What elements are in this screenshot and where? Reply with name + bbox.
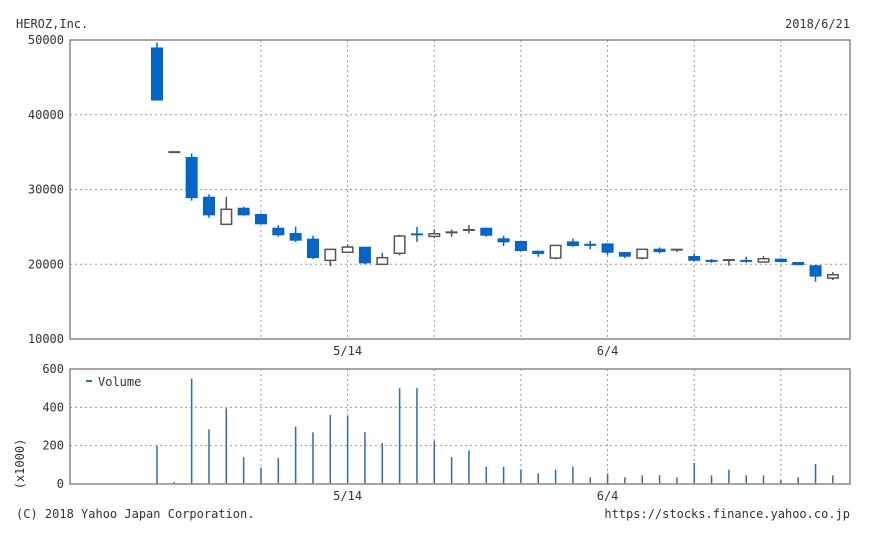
candle	[428, 229, 441, 239]
volume-ytick-label: 0	[57, 477, 64, 491]
candle-body	[792, 262, 805, 266]
volume-legend-label: Volume	[98, 375, 141, 389]
candle	[566, 238, 579, 247]
candle-body	[151, 47, 163, 101]
candle-body	[653, 248, 666, 253]
candle	[722, 259, 735, 266]
price-ytick-label: 10000	[28, 332, 64, 346]
candle-body	[237, 207, 250, 216]
candle	[532, 250, 545, 257]
price-grid	[70, 40, 850, 339]
candle	[653, 247, 666, 254]
candle	[272, 225, 285, 237]
candle	[237, 206, 250, 216]
candle	[514, 241, 527, 252]
candle	[202, 194, 215, 218]
candle-body	[289, 233, 302, 241]
volume-ylabel: (x1000)	[13, 439, 27, 490]
candle-body	[376, 256, 389, 266]
candle	[289, 226, 302, 242]
candle-body	[272, 227, 285, 236]
price-candles	[151, 42, 839, 282]
volume-bars	[156, 378, 834, 484]
price-plot-frame	[69, 39, 851, 340]
candle	[757, 256, 770, 263]
volume-grid	[70, 369, 850, 484]
candle-body	[774, 258, 787, 263]
candle-body	[220, 208, 233, 226]
price-ytick-label: 50000	[28, 33, 64, 47]
candle	[358, 246, 371, 265]
volume-ytick-label: 200	[42, 439, 64, 453]
candle-body	[358, 246, 371, 264]
candle	[636, 248, 649, 260]
candle	[185, 153, 198, 201]
volume-ytick-label: 400	[42, 400, 64, 414]
price-ytick-label: 20000	[28, 257, 64, 271]
candle	[376, 252, 389, 266]
candle-body	[185, 156, 198, 199]
candle-body	[480, 227, 493, 236]
candle-body	[566, 241, 579, 247]
candle-body	[393, 235, 406, 255]
candle	[480, 227, 493, 237]
price-axis-labels: 10000 20000 30000 40000 50000 5/14 6/4	[28, 33, 619, 358]
price-ytick-label: 40000	[28, 108, 64, 122]
candle-body	[514, 241, 527, 252]
candle	[410, 226, 423, 242]
candle-body	[254, 214, 267, 225]
candle	[601, 243, 614, 256]
candle	[809, 264, 822, 282]
candle-body	[549, 244, 562, 259]
candle	[774, 258, 787, 263]
candle	[670, 248, 683, 253]
candle-body	[306, 238, 319, 259]
candle	[306, 235, 319, 260]
candle	[584, 241, 597, 250]
candle-body	[324, 248, 337, 262]
candle-body	[601, 243, 614, 253]
candle	[740, 256, 753, 263]
source-url-link[interactable]: https://stocks.finance.yahoo.co.jp	[604, 507, 850, 521]
candle	[549, 244, 562, 260]
candle-body	[809, 265, 822, 277]
candle	[254, 213, 267, 225]
chart-title: HEROZ,Inc.	[16, 17, 88, 31]
candle	[220, 196, 233, 226]
candle-body	[497, 238, 510, 243]
candle	[618, 252, 631, 259]
volume-xtick-label: 6/4	[597, 489, 619, 503]
candle-body	[826, 273, 839, 279]
volume-xtick-label: 5/14	[333, 489, 362, 503]
price-ytick-label: 30000	[28, 183, 64, 197]
candle-body	[532, 250, 545, 255]
candle-body	[202, 196, 215, 216]
candle-body	[618, 252, 631, 257]
candle	[324, 248, 337, 267]
candle-body	[428, 233, 441, 238]
copyright-text: (C) 2018 Yahoo Japan Corporation.	[16, 507, 254, 521]
candle	[393, 234, 406, 256]
candle	[705, 259, 718, 263]
candle-body	[341, 246, 354, 254]
price-xtick-label: 5/14	[333, 344, 362, 358]
candle	[341, 244, 354, 254]
candle	[497, 235, 510, 247]
volume-ytick-label: 600	[42, 362, 64, 376]
volume-plot-frame	[69, 368, 851, 485]
price-xtick-label: 6/4	[597, 344, 619, 358]
volume-axis-labels: 0 200 400 600 5/14 6/4	[42, 362, 618, 503]
candle	[688, 253, 701, 262]
candle-body	[688, 256, 701, 261]
candle	[826, 272, 839, 281]
candle-body	[636, 248, 649, 259]
candle	[792, 262, 805, 266]
chart-date: 2018/6/21	[785, 17, 850, 31]
candle-body	[757, 257, 770, 263]
candle	[445, 229, 458, 237]
candle	[151, 42, 163, 101]
candle	[462, 225, 475, 234]
